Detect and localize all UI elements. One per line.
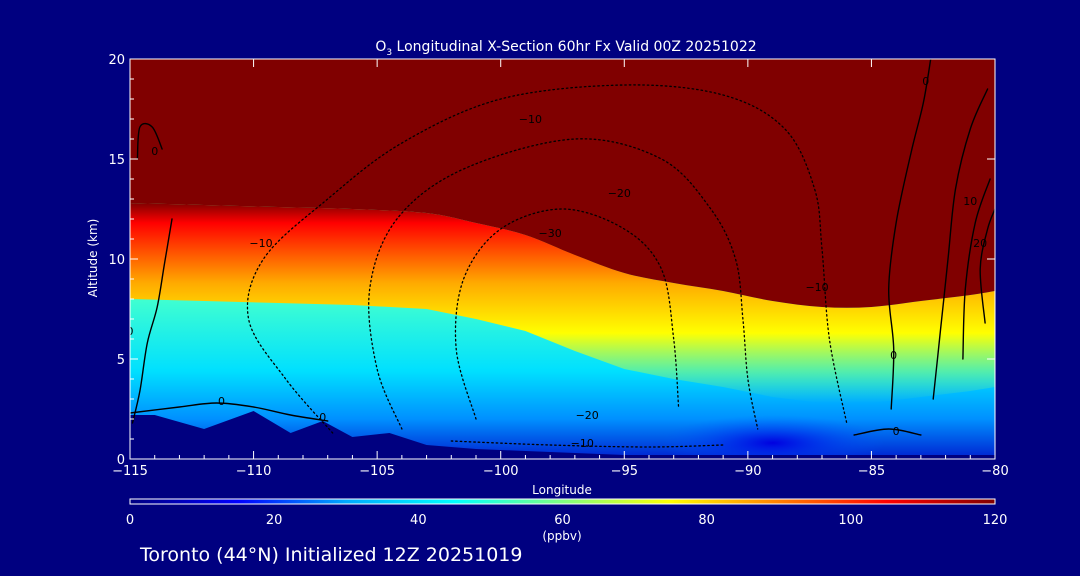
contour-label: 0 <box>151 145 158 158</box>
contour-label: −10 <box>519 113 542 126</box>
x-tick-label: −85 <box>858 464 885 479</box>
contour-label: 0 <box>893 425 900 438</box>
contour-lines <box>130 59 995 448</box>
contour-0-line <box>130 402 329 422</box>
colorbar-tick-label: 120 <box>983 513 1008 528</box>
colorbar-tick-label: 40 <box>410 513 427 528</box>
contour-30-line <box>979 208 995 324</box>
contour-label: 0 <box>922 75 929 88</box>
colorbar-axis: 0 20 40 60 80 100 120 <box>126 513 1008 528</box>
terrain-mask <box>130 411 995 459</box>
x-tick-label: −110 <box>236 464 272 479</box>
contour-labels: 0 0 0 0 0 0 0 10 20 −10 −10 −10 −10 −20 −20 −30 <box>127 75 987 450</box>
y-tick-label: 10 <box>108 253 125 268</box>
contour-0-line <box>131 218 173 424</box>
x-axis: −115 −110 −105 −100 −95 −90 −85 −80 <box>112 59 1009 479</box>
colorbar-unit-label: (ppbv) <box>542 529 581 543</box>
contour-neg10-line <box>246 84 848 434</box>
colorbar-tick-label: 60 <box>554 513 571 528</box>
contour-label: −20 <box>608 187 631 200</box>
x-tick-label: −115 <box>112 464 148 479</box>
y-axis: 0 5 10 15 20 <box>108 53 995 468</box>
colorbar-tick-label: 80 <box>698 513 715 528</box>
contour-0-line <box>853 428 922 436</box>
contour-neg10-line <box>450 440 724 448</box>
tropopause-transition-band <box>130 203 995 403</box>
contour-label: 0 <box>890 349 897 362</box>
x-tick-label: −105 <box>359 464 395 479</box>
contour-label: −20 <box>576 409 599 422</box>
contour-label: 0 <box>127 325 134 338</box>
boundary-layer-low-ozone <box>660 415 885 459</box>
contour-20-line <box>962 178 991 360</box>
x-tick-label: −95 <box>611 464 638 479</box>
contour-label: −10 <box>805 281 828 294</box>
contour-neg20-line <box>368 138 759 430</box>
colorbar-tick-label: 0 <box>126 513 134 528</box>
contour-label: −30 <box>539 227 562 240</box>
contour-label: 0 <box>319 411 326 424</box>
x-tick-label: −80 <box>981 464 1008 479</box>
contour-0-line <box>887 59 932 410</box>
colorbar <box>129 498 996 505</box>
contour-label: 20 <box>973 237 987 250</box>
x-tick-label: −100 <box>483 464 519 479</box>
footer-caption: Toronto (44°N) Initialized 12Z 20251019 <box>139 544 523 566</box>
contour-10-line <box>932 88 989 400</box>
contour-label: 0 <box>218 395 225 408</box>
x-tick-label: −90 <box>734 464 761 479</box>
plot-area: 0 0 0 0 0 0 0 10 20 −10 −10 −10 −10 −20 −20 −30 <box>127 59 995 459</box>
y-tick-label: 5 <box>117 353 125 368</box>
stratospheric-ozone-region <box>130 59 995 308</box>
chart-title: O3 Longitudinal X-Section 60hr Fx Valid … <box>375 39 756 58</box>
colorbar-tick-label: 20 <box>266 513 283 528</box>
x-axis-label: Longitude <box>532 483 592 497</box>
contour-label: −10 <box>249 237 272 250</box>
y-tick-label: 0 <box>117 453 125 468</box>
contour-0-line <box>136 122 163 160</box>
y-axis-label: Altitude (km) <box>86 219 100 298</box>
colorbar-tick-label: 100 <box>838 513 863 528</box>
y-tick-label: 20 <box>108 53 125 68</box>
contour-label: 10 <box>963 195 977 208</box>
contour-label: −10 <box>571 437 594 450</box>
y-tick-label: 15 <box>108 153 125 168</box>
